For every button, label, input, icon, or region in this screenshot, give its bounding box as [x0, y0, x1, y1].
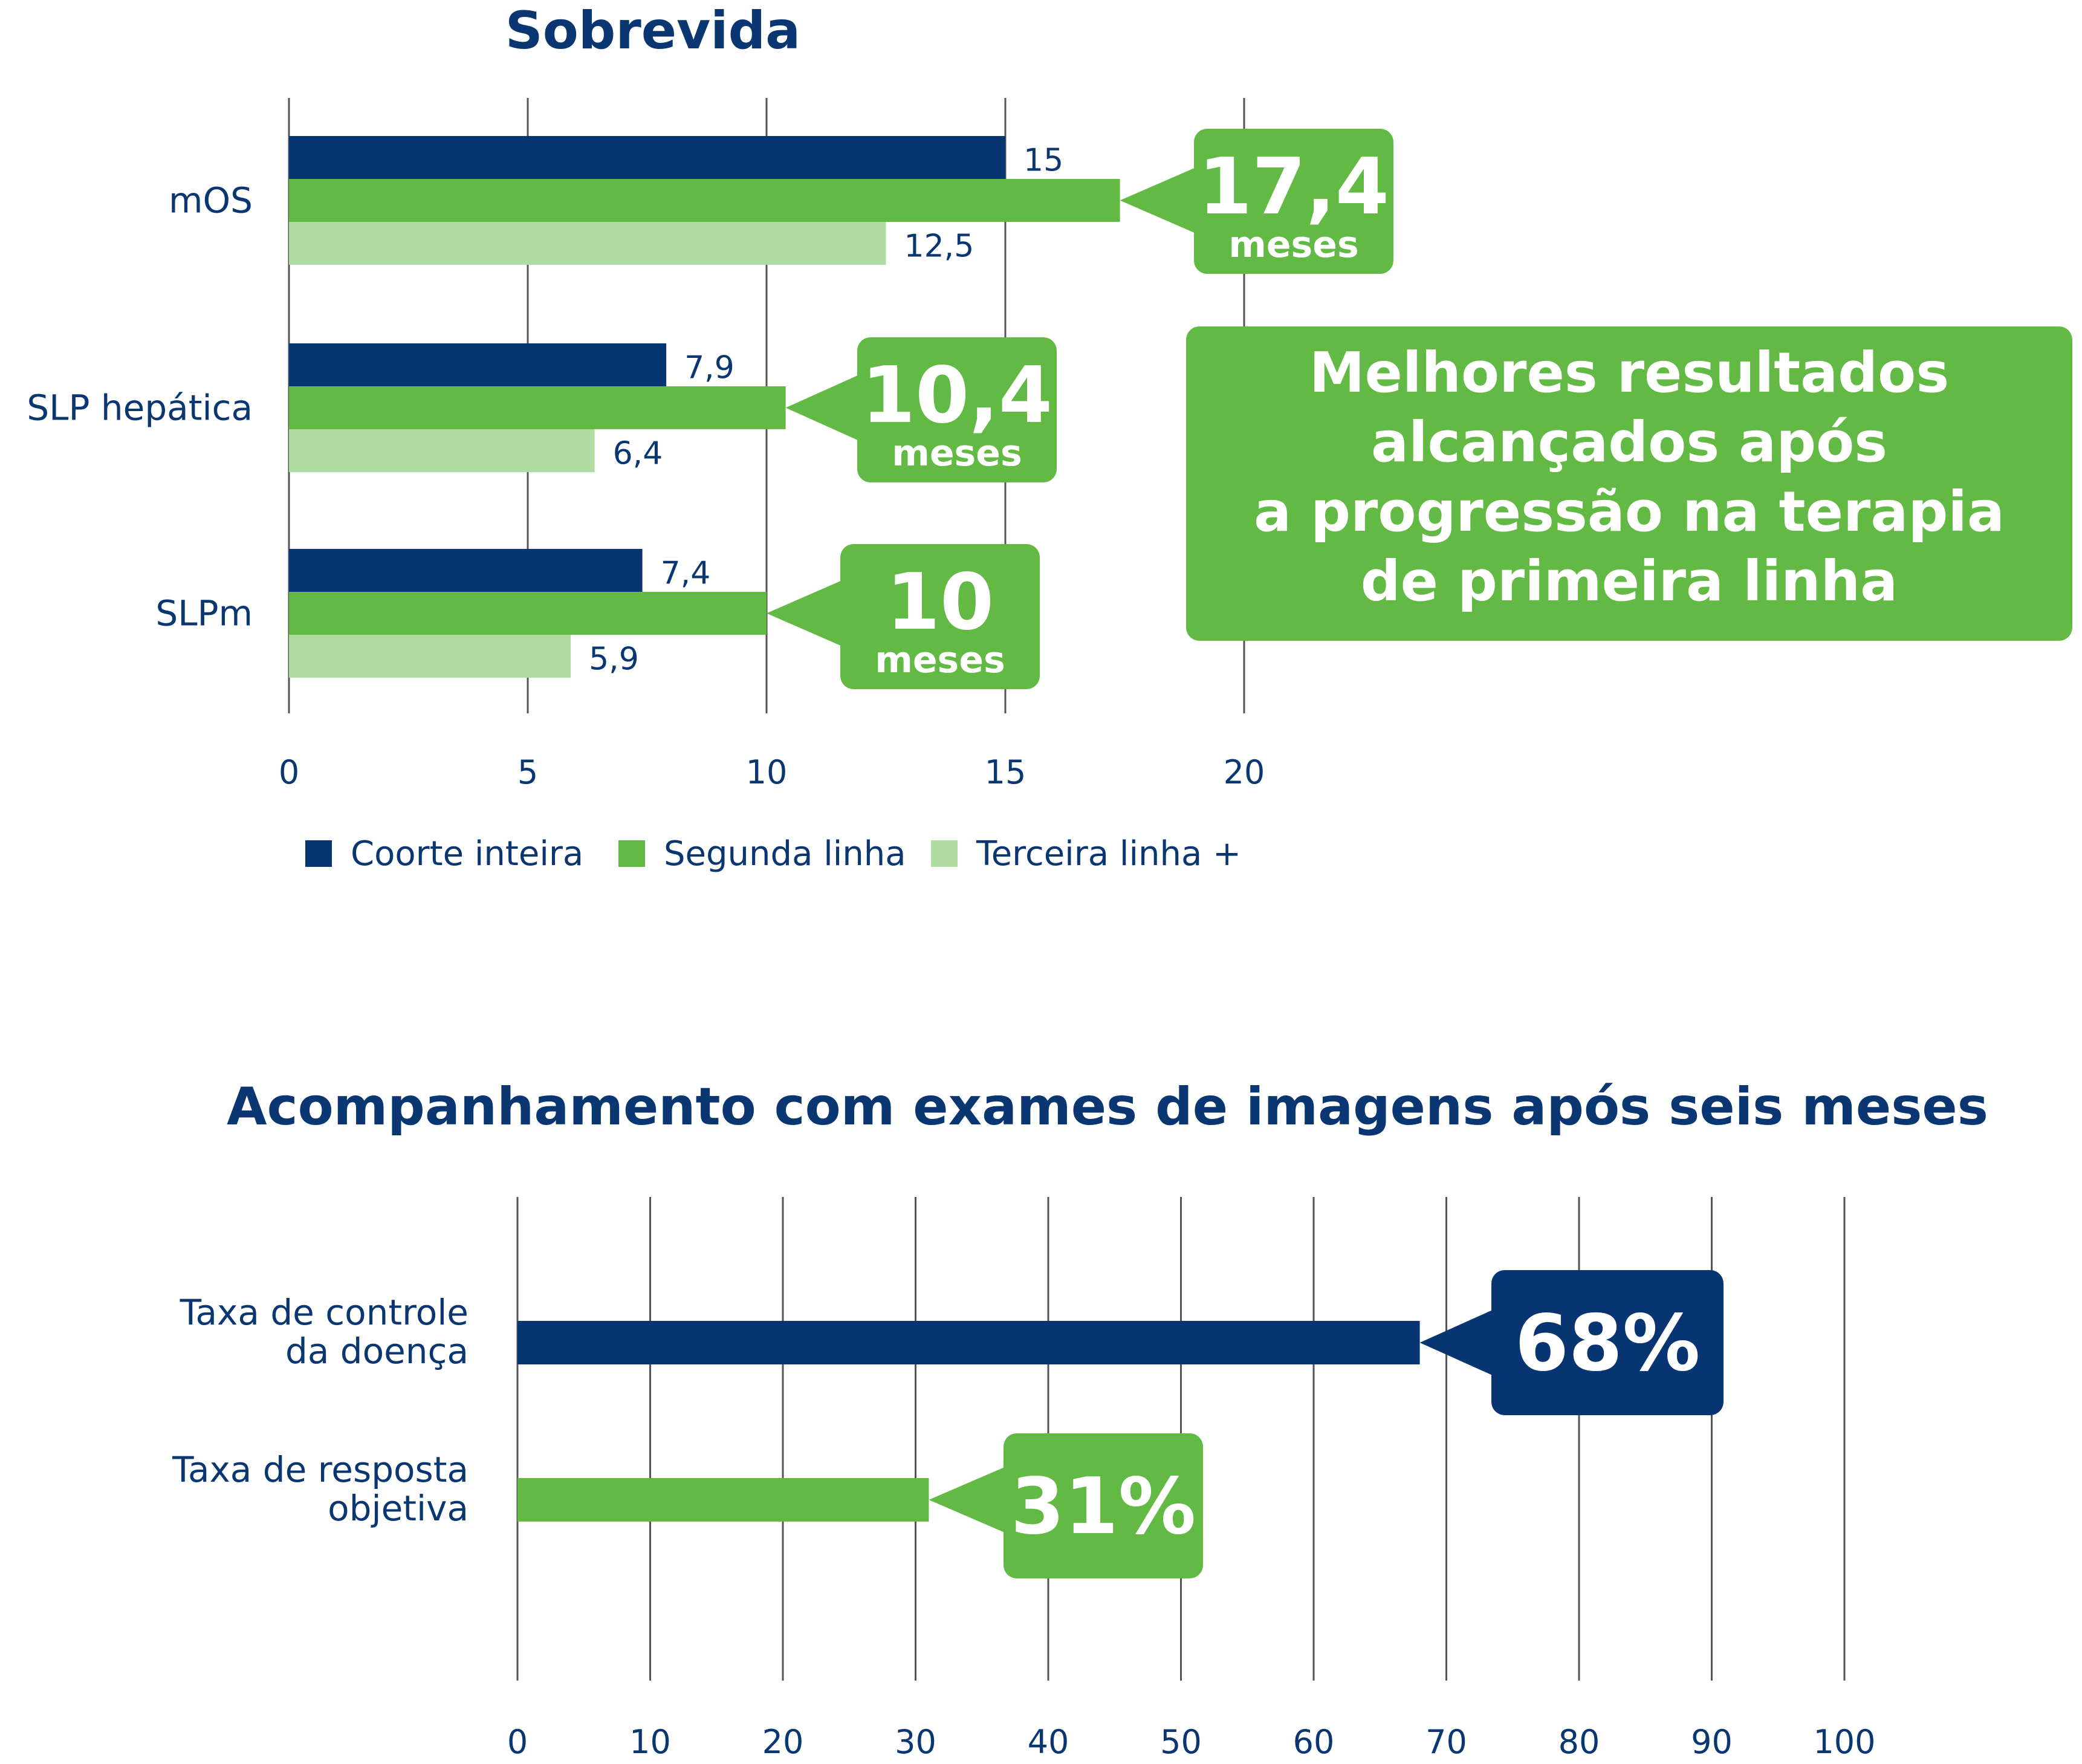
chart-title-acompanhamento: Acompanhamento com exames de imagens apó…: [227, 1077, 1988, 1137]
callout-pointer: [767, 580, 843, 647]
highlight-text: alcançados após: [1371, 410, 1887, 475]
x-tick-label: 40: [1028, 1723, 1069, 1761]
callout-value: 10: [886, 557, 994, 647]
x-tick-label: 20: [762, 1723, 804, 1761]
highlight-text: a progressão na terapia: [1254, 479, 2005, 544]
x-tick-label: 0: [507, 1723, 528, 1761]
legend-swatch: [305, 840, 332, 867]
x-tick-label: 100: [1813, 1723, 1875, 1761]
x-tick-label: 10: [746, 753, 788, 791]
category-label: mOS: [169, 180, 253, 221]
x-tick-label: 60: [1293, 1723, 1335, 1761]
bar-taxa-resposta: [517, 1478, 929, 1522]
highlight-box: [1186, 326, 2072, 641]
legend-label: Terceira linha +: [976, 834, 1241, 874]
bar-segunda-linha: [289, 179, 1120, 222]
callout-value: 68%: [1515, 1299, 1700, 1389]
bar-coorte-inteira: [289, 549, 643, 592]
category-label: Taxa de controle: [180, 1292, 469, 1333]
highlight-text: Melhores resultados: [1309, 340, 1949, 405]
bar-terceira-linha-: [289, 222, 886, 265]
data-label: 7,4: [661, 556, 711, 592]
callout-pointer: [785, 374, 860, 441]
x-tick-label: 15: [985, 753, 1026, 791]
x-tick-label: 0: [279, 753, 299, 791]
bar-taxa-controle: [517, 1321, 1420, 1364]
data-label: 15: [1023, 143, 1063, 179]
callout-value: 31%: [1011, 1462, 1196, 1552]
callout-unit: meses: [875, 639, 1005, 681]
callout-box: [1491, 1270, 1724, 1415]
callout-unit: meses: [1228, 224, 1358, 266]
x-tick-label: 70: [1425, 1723, 1467, 1761]
bar-terceira-linha-: [289, 635, 571, 678]
bar-terceira-linha-: [289, 429, 595, 472]
category-label: SLP hepática: [27, 387, 253, 429]
legend-swatch: [931, 840, 958, 867]
category-label: Taxa de resposta: [172, 1449, 469, 1490]
bar-segunda-linha: [289, 592, 767, 635]
callout-box: [1194, 129, 1393, 274]
highlight-text: de primeira linha: [1361, 549, 1898, 614]
bar-segunda-linha: [289, 386, 786, 429]
chart-title-sobrevida: Sobrevida: [505, 1, 800, 61]
bar-coorte-inteira: [289, 343, 667, 386]
x-tick-label: 80: [1558, 1723, 1600, 1761]
category-label: objetiva: [328, 1488, 469, 1529]
data-label: 6,4: [613, 436, 663, 472]
x-tick-label: 30: [895, 1723, 936, 1761]
callout-unit: meses: [892, 432, 1022, 475]
callout-value: 17,4: [1198, 142, 1389, 232]
x-tick-label: 50: [1160, 1723, 1202, 1761]
callout-box: [857, 337, 1057, 482]
data-label: 7,9: [684, 350, 735, 386]
data-label: 12,5: [904, 229, 975, 265]
x-tick-label: 90: [1691, 1723, 1733, 1761]
callout-pointer: [1419, 1309, 1494, 1376]
callout-pointer: [1120, 167, 1196, 234]
legend-swatch: [618, 840, 645, 867]
legend-label: Segunda linha: [664, 834, 906, 874]
callout-pointer: [929, 1467, 1006, 1533]
category-label: SLPm: [155, 593, 253, 634]
bar-coorte-inteira: [289, 136, 1005, 179]
callout-box: [1004, 1433, 1203, 1578]
callout-box: [840, 544, 1040, 689]
x-tick-label: 10: [629, 1723, 671, 1761]
x-tick-label: 5: [517, 753, 538, 791]
data-label: 5,9: [589, 641, 639, 678]
x-tick-label: 20: [1224, 753, 1265, 791]
category-label: da doença: [285, 1331, 469, 1372]
callout-value: 10,4: [861, 351, 1052, 441]
legend-label: Coorte inteira: [351, 834, 583, 874]
